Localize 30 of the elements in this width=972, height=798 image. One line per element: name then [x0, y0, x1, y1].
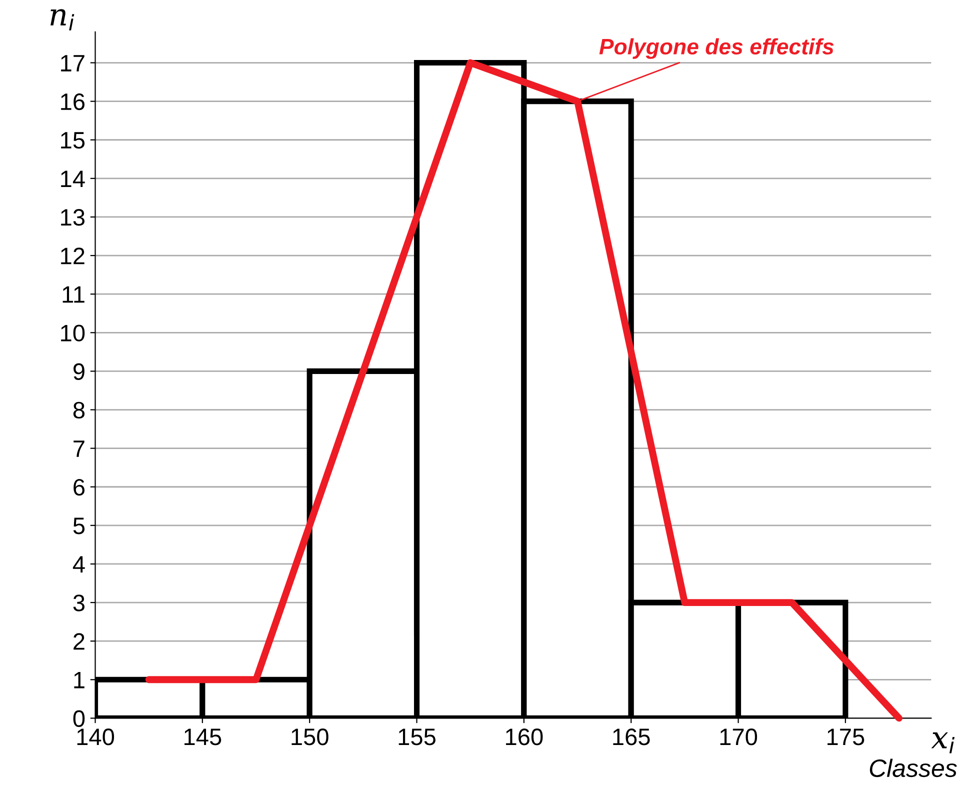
- y-tick-label: 7: [74, 440, 84, 457]
- y-tick-label: 3: [73, 594, 84, 612]
- x-tick-label: 150: [292, 728, 328, 746]
- y-tick-label: 4: [72, 556, 85, 573]
- y-tick-label: 0: [73, 710, 85, 727]
- y-tick-label: 13: [61, 209, 84, 226]
- x-tick-label: 145: [184, 728, 222, 746]
- x-tick-label: 170: [720, 728, 758, 746]
- x-tick-label: 175: [828, 728, 864, 746]
- y-tick-label: 11: [62, 286, 84, 303]
- annotation: Polygone des effectifs: [599, 38, 834, 59]
- y-tick-label: 14: [61, 170, 85, 187]
- y-tick-label: 9: [74, 363, 84, 380]
- x-tick-label: 155: [398, 728, 436, 746]
- x-axis-title: x$_{i}$: [931, 732, 955, 754]
- y-axis-title: n$_{i}$: [50, 9, 74, 30]
- y-tick-label: 1: [74, 672, 84, 688]
- y-tick-label: 8: [73, 402, 85, 419]
- y-tick-label: 16: [61, 93, 84, 110]
- x-tick-label: 160: [506, 728, 543, 746]
- y-tick-label: 2: [74, 633, 84, 650]
- x-tick-label: 165: [613, 728, 650, 746]
- x-tick-label: 140: [77, 728, 114, 746]
- y-tick-label: 12: [61, 248, 84, 264]
- y-tick-label: 6: [74, 478, 84, 496]
- y-tick-label: 5: [73, 518, 85, 534]
- y-tick-label: 10: [61, 324, 85, 342]
- y-tick-label: 17: [61, 55, 84, 72]
- text: Classes: [870, 758, 957, 778]
- y-tick-label: 15: [61, 132, 85, 149]
